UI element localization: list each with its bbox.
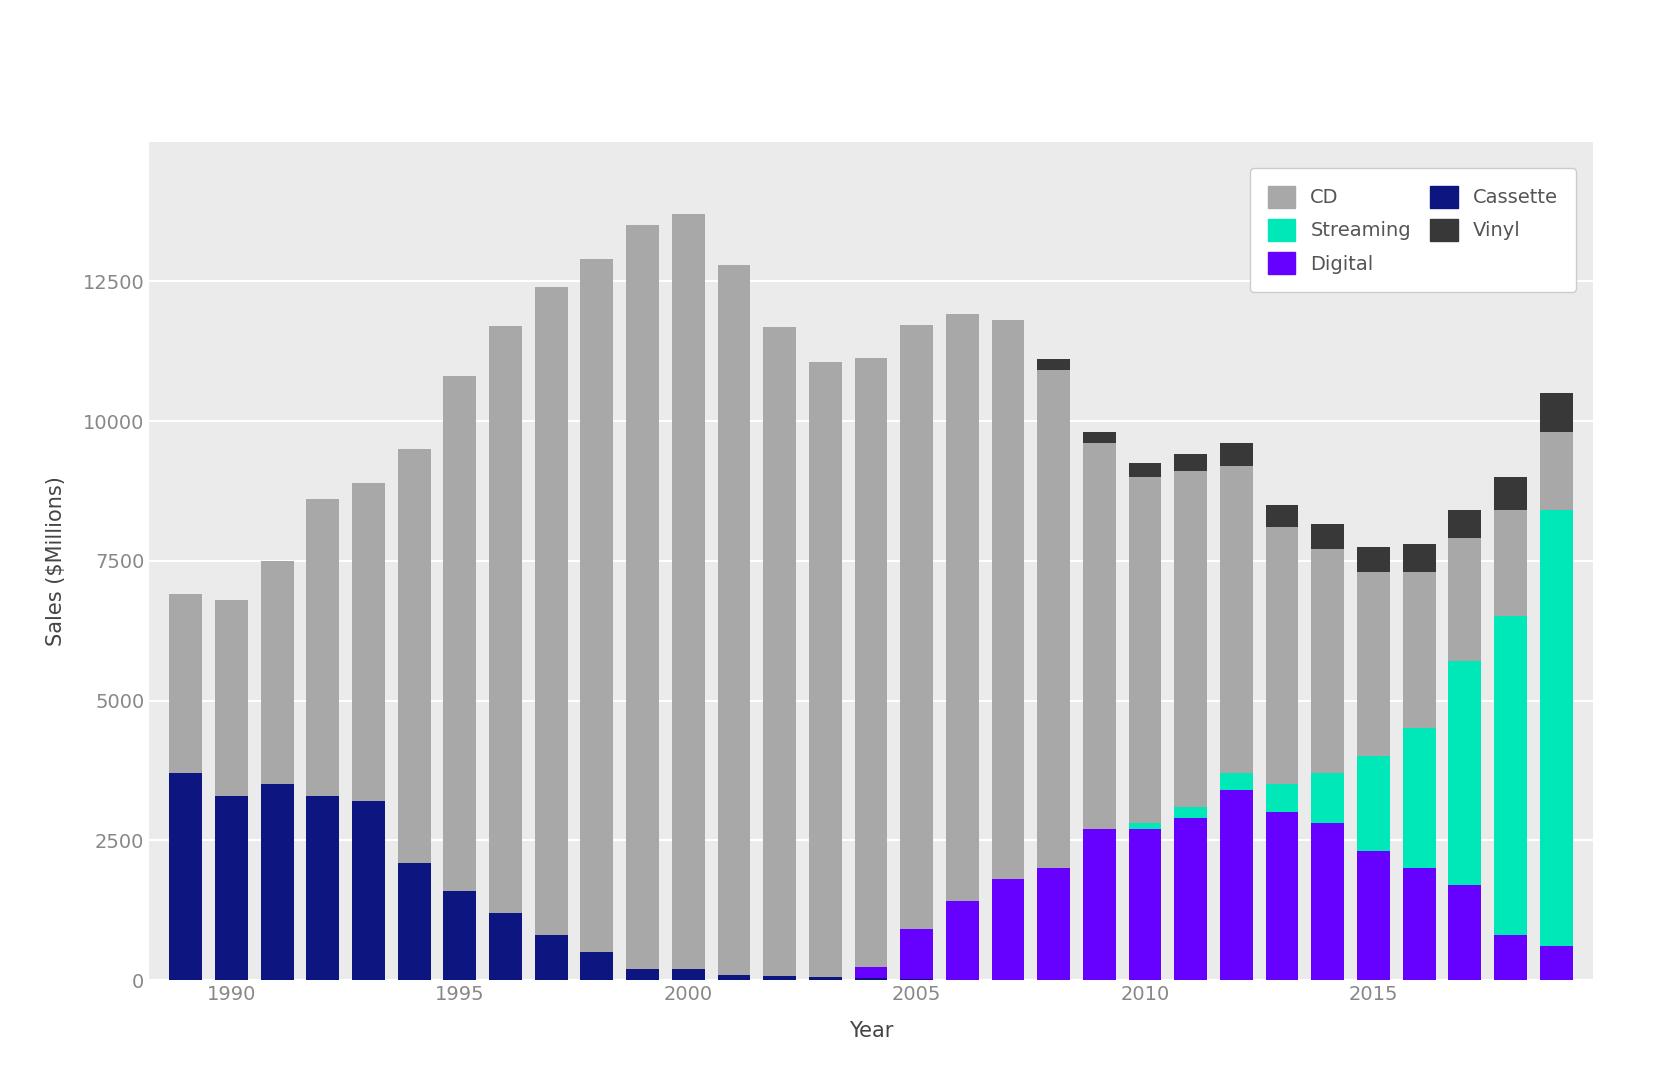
Bar (216, 796, 247, 980)
Bar (901, 326, 932, 929)
Bar (1540, 393, 1573, 432)
Text: Music sales by format (RIAA): Music sales by format (RIAA) (557, 40, 1102, 74)
Bar (443, 891, 476, 980)
Bar (1357, 572, 1390, 756)
Bar (1402, 729, 1435, 868)
Bar (307, 796, 340, 980)
Bar (854, 978, 888, 980)
Bar (625, 225, 659, 969)
Bar (352, 802, 385, 980)
Bar (534, 286, 567, 935)
Bar (1175, 472, 1208, 807)
Bar (946, 902, 979, 979)
Bar (763, 327, 796, 976)
Bar (1402, 543, 1435, 572)
Bar (1495, 616, 1526, 935)
Bar (1266, 504, 1299, 527)
Bar (1495, 935, 1526, 980)
Bar (1266, 527, 1299, 784)
Bar (1175, 818, 1208, 980)
Bar (1311, 524, 1344, 549)
Bar (1448, 661, 1481, 884)
Bar (1037, 370, 1070, 868)
Bar (581, 259, 614, 952)
Bar (763, 976, 796, 980)
Bar (1037, 359, 1070, 370)
Bar (717, 975, 750, 980)
Bar (1266, 812, 1299, 980)
Bar (489, 326, 523, 913)
Bar (717, 265, 750, 975)
Y-axis label: Sales ($Millions): Sales ($Millions) (46, 476, 66, 646)
Bar (1083, 443, 1117, 829)
X-axis label: Year: Year (849, 1020, 893, 1041)
Bar (489, 913, 523, 980)
Bar (1357, 547, 1390, 572)
Bar (1402, 572, 1435, 729)
Bar (1357, 756, 1390, 852)
Bar (901, 929, 932, 979)
Bar (625, 969, 659, 980)
Bar (1540, 946, 1573, 980)
Bar (1083, 829, 1117, 980)
Bar (1266, 784, 1299, 812)
Bar (1448, 511, 1481, 538)
Bar (1540, 511, 1573, 946)
Bar (672, 969, 705, 980)
Bar (1495, 477, 1526, 511)
Bar (672, 215, 705, 969)
Bar (854, 967, 888, 978)
Bar (1448, 538, 1481, 661)
Bar (1128, 463, 1161, 477)
Bar (534, 935, 567, 980)
Bar (1219, 790, 1253, 980)
Bar (1083, 432, 1117, 443)
Bar (216, 600, 247, 796)
Bar (260, 784, 294, 980)
Bar (1219, 773, 1253, 790)
Bar (1128, 823, 1161, 829)
Bar (992, 879, 1025, 979)
Bar (352, 482, 385, 802)
Bar (1448, 884, 1481, 980)
Bar (1219, 465, 1253, 773)
Bar (1311, 773, 1344, 823)
Bar (443, 377, 476, 891)
Bar (1175, 807, 1208, 818)
Bar (1128, 829, 1161, 980)
Bar (581, 952, 614, 980)
Bar (810, 363, 841, 977)
Legend: CD, Streaming, Digital, Cassette, Vinyl: CD, Streaming, Digital, Cassette, Vinyl (1251, 168, 1576, 292)
Bar (398, 862, 431, 980)
Bar (1311, 823, 1344, 980)
Bar (169, 773, 202, 980)
Bar (1540, 432, 1573, 511)
Bar (946, 315, 979, 902)
Bar (169, 595, 202, 773)
Bar (1128, 477, 1161, 823)
Bar (810, 977, 841, 980)
Bar (992, 320, 1025, 879)
Bar (1402, 868, 1435, 980)
Bar (260, 561, 294, 784)
Bar (1495, 511, 1526, 616)
Bar (1311, 549, 1344, 773)
Bar (1219, 443, 1253, 465)
Bar (1175, 454, 1208, 472)
Bar (1357, 852, 1390, 980)
Bar (398, 449, 431, 862)
Bar (307, 500, 340, 796)
Bar (1037, 868, 1070, 979)
Bar (854, 358, 888, 967)
